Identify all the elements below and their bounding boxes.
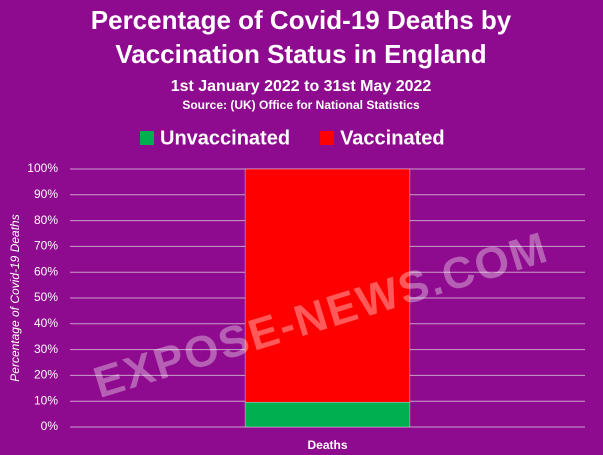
y-tick-label: 80% [34,213,58,227]
chart-title: Percentage of Covid-19 Deaths by [91,5,512,35]
y-tick-label: 30% [34,342,58,356]
y-tick-label: 10% [34,393,58,407]
y-tick-label: 70% [34,239,58,253]
y-tick-label: 60% [34,264,58,278]
legend-swatch [140,131,154,145]
y-tick-label: 100% [27,161,58,175]
legend-label: Vaccinated [340,127,445,149]
bar-segment [244,168,411,403]
y-tick-label: 90% [34,187,58,201]
y-axis-label: Percentage of Covid-19 Deaths [8,214,22,381]
legend-label: Unvaccinated [160,127,290,149]
y-tick-label: 20% [34,368,58,382]
chart-title: Vaccination Status in England [115,39,486,69]
bar-segment [244,401,411,428]
y-tick-label: 40% [34,316,58,330]
subtitle: 1st January 2022 to 31st May 2022 [171,78,432,95]
x-tick-label: Deaths [307,438,347,452]
legend-swatch [320,131,335,145]
source: Source: (UK) Office for National Statist… [182,98,420,112]
y-tick-label: 0% [41,419,59,433]
y-tick-label: 50% [34,290,58,304]
